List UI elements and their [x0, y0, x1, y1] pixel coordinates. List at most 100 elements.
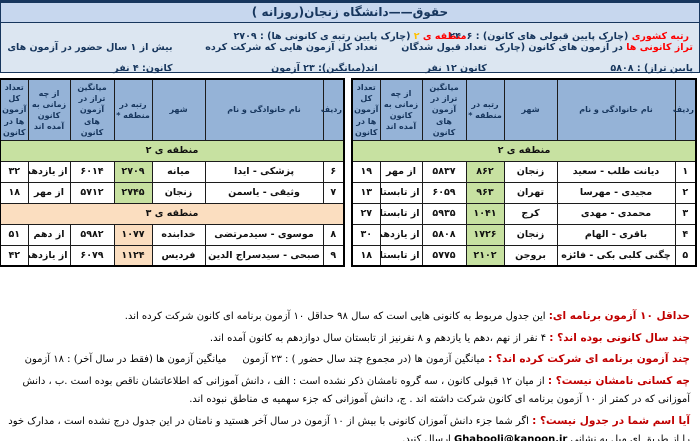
avg-score: ۵۸۰۸ [421, 223, 467, 246]
row-number: ۴ [674, 223, 697, 246]
student-name: موسوی - سیدمرتضی [204, 223, 324, 246]
member-since: از مهر [27, 181, 71, 204]
tables-row: ردیف نام خانوادگی و نام شهر رتبه در منطقه *… [0, 78, 700, 268]
avg-score: ۶۰۷۹ [69, 244, 115, 267]
student-name: دیانت طلب - سعید [556, 160, 676, 183]
taraz-label: تراز کانونی ها [626, 41, 693, 53]
row-number: ۶ [322, 160, 345, 183]
note-line: چند سال کانونی بوده اند؟ : ۴ نفر از نهم … [8, 329, 690, 349]
region-rank: ۹۶۳ [465, 181, 505, 204]
student-name: چگنی کلبی بکی - فائزه [556, 244, 676, 267]
region-band-row: منطقه ی ۳ [0, 202, 345, 225]
note-tail: ارسال کنید. [402, 434, 454, 441]
row-number: ۸ [322, 223, 345, 246]
table-row: ۶ پزشکی - ایدا میانه ۲۷۰۹ ۶۰۱۴ از یازدهم ۳۲ [0, 160, 345, 183]
region-rank: ۲۷۴۵ [113, 181, 153, 204]
notes-section: حداقل ۱۰ آزمون برنامه ای: این جدول مربوط… [0, 307, 700, 441]
accepted-count-stat: تعداد قبول شدگان کانون ۱۲ نفر [401, 41, 487, 74]
avg-score: ۵۹۸۲ [69, 223, 115, 246]
avg-score: ۵۷۱۲ [69, 181, 115, 204]
header-row: ردیف نام خانوادگی و نام شهر رتبه در منطقه *… [351, 78, 697, 141]
member-since: از یازدهم [379, 223, 423, 246]
column-header: رتبه در منطقه * [465, 78, 505, 141]
note-body: این جدول مربوط به کانونی هایی است که سال… [124, 311, 549, 323]
region-rank: ۱۱۲۴ [113, 244, 153, 267]
avg-score: ۵۷۷۵ [421, 244, 467, 267]
note-body: از میان ۱۲ قبولی کانون ، سه گروه نامشان … [19, 375, 690, 406]
row-number: ۱ [674, 160, 697, 183]
avg-score: ۵۹۳۵ [421, 202, 467, 225]
avg-score: ۶۰۵۹ [421, 181, 467, 204]
student-name: وثیقی - یاسمن [204, 181, 324, 204]
page-title: حقوق——دانشگاه زنجان(روزانه ) [1, 3, 699, 23]
city: زنجان [503, 160, 558, 183]
exam-count: ۵۱ [0, 223, 29, 246]
city: زنجان [151, 181, 206, 204]
column-header: ردیف [673, 78, 697, 141]
table-row: ۷ وثیقی - یاسمن زنجان ۲۷۴۵ ۵۷۱۲ از مهر ۱۸ [0, 181, 345, 204]
column-header: شهر [503, 78, 558, 141]
exam-count: ۳۰ [351, 223, 381, 246]
note-line: چه کسانی نامشان نیست؟ : از میان ۱۲ قبولی… [8, 372, 690, 410]
email-link[interactable]: Ghabooli@kanoon.ir [453, 434, 568, 441]
summary-panel: رتبه کشوری (چارک پایین قبولی های کانون) … [1, 23, 699, 74]
row-number: ۳ [674, 202, 697, 225]
column-header: از چه زمانی به کانون آمده اند [379, 78, 423, 141]
note-line: آیا اسم شما در جدول نیست؟ : اگر شما جزء … [8, 412, 690, 441]
table-row: ۱ دیانت طلب - سعید زنجان ۸۶۲ ۵۸۳۷ از مهر ۱۹ [351, 160, 697, 183]
note-lead: چه کسانی نامشان نیست؟ : [547, 374, 690, 387]
column-header: شهر [151, 78, 206, 141]
row-number: ۷ [322, 181, 345, 204]
national-rank-label: رتبه کشوری [631, 31, 689, 42]
region-number: ۲ [410, 31, 423, 42]
city: بروجن [503, 244, 558, 267]
region-rank: ۲۷۰۹ [113, 160, 153, 183]
exam-count: ۳۲ [0, 160, 29, 183]
region-band-row: منطقه ی ۲ [351, 139, 697, 162]
national-rank-value: (چارک پایین قبولی های کانون) : ۲۴۰۶ [449, 31, 632, 42]
column-header: نام خانوادگی و نام [204, 78, 324, 141]
member-since: از تابستان [379, 244, 423, 267]
summary-row-2: تراز کانونی ها در آزمون های کانون (چارک … [7, 42, 693, 74]
row-number: ۹ [322, 244, 345, 267]
exam-count: ۲۷ [351, 202, 381, 225]
taraz-value: در آزمون های کانون (چارک پایین تراز) : ۵… [495, 41, 693, 74]
region-rank-value: (چارک پایین رتبه ی کانونی ها) : ۲۷۰۹ [233, 31, 411, 42]
exam-count: ۱۹ [351, 160, 381, 183]
exam-count: ۱۸ [0, 181, 29, 204]
note-line: چند آزمون برنامه ای شرکت کرده اند؟ : میا… [8, 350, 690, 370]
avg-score: ۵۸۳۷ [421, 160, 467, 183]
member-since: از یازدهم [27, 244, 71, 267]
member-since: از مهر [379, 160, 423, 183]
member-since: از دهم [27, 223, 71, 246]
veteran-count-stat: بیش از ۱ سال حضور در آزمون های کانون: ۴ … [7, 41, 173, 74]
rank-table-left: ردیف نام خانوادگی و نام شهر رتبه در منطقه *… [0, 78, 345, 268]
column-header: رتبه در منطقه * [113, 78, 153, 141]
city: زنجان [503, 223, 558, 246]
rank-table-right: ردیف نام خانوادگی و نام شهر رتبه در منطقه *… [351, 78, 697, 268]
exam-count: ۱۳ [351, 181, 381, 204]
student-name: باقری - الهام [556, 223, 676, 246]
column-header: ردیف [321, 78, 345, 141]
region-band: منطقه ی ۲ [351, 139, 697, 162]
city: تهران [503, 181, 558, 204]
city: خدابنده [151, 223, 206, 246]
note-lead: چند سال کانونی بوده اند؟ : [549, 331, 690, 344]
region-band: منطقه ی ۲ [0, 139, 345, 162]
region-rank-stat: منطقه ی ۲ (چارک پایین رتبه ی کانونی ها) … [234, 26, 467, 47]
note-lead: آیا اسم شما در جدول نیست؟ : [532, 414, 690, 427]
header-block: حقوق——دانشگاه زنجان(روزانه ) رتبه کشوری … [0, 0, 700, 74]
student-name: مجیدی - مهرسا [556, 181, 676, 204]
region-rank: ۱۷۲۶ [465, 223, 505, 246]
note-body: میانگین آزمون ها (در مجموع چند سال حضور … [24, 354, 489, 366]
student-name: محمدی - مهدی [556, 202, 676, 225]
table-row: ۹ صبحی - سیدسراج الدین فردیس ۱۱۲۴ ۶۰۷۹ از یاز… [0, 244, 345, 267]
student-name: پزشکی - ایدا [204, 160, 324, 183]
exam-count: ۴۲ [0, 244, 29, 267]
column-header: نام خانوادگی و نام [556, 78, 676, 141]
region-rank: ۲۱۰۲ [465, 244, 505, 267]
exam-count: ۱۸ [351, 244, 381, 267]
